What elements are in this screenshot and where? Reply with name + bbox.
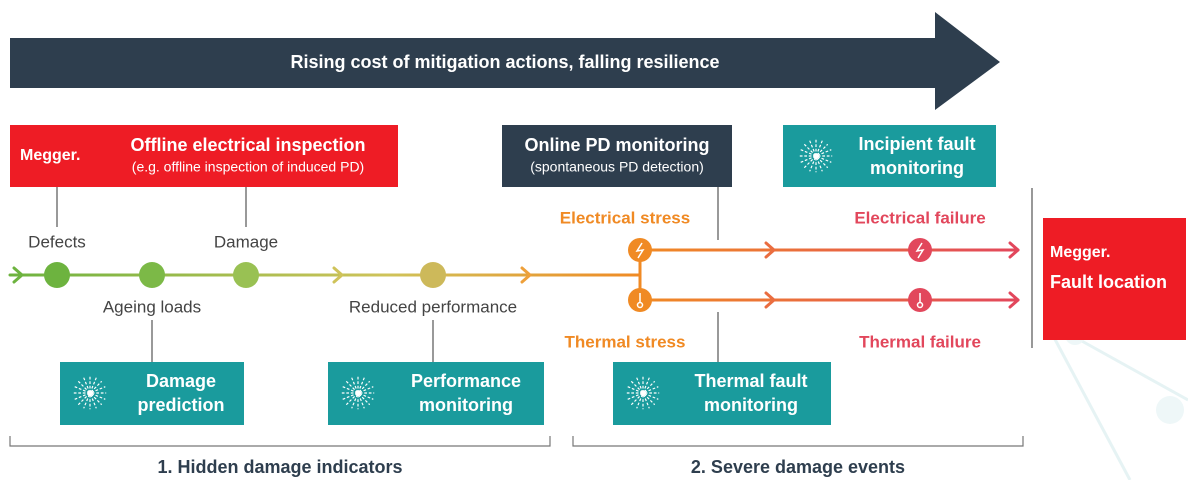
stage-label: Ageing loads <box>103 297 201 316</box>
incipient-line: monitoring <box>870 158 964 178</box>
phase-brackets <box>9 436 1024 447</box>
stage-label: Thermal stress <box>565 332 686 351</box>
monitor-line: monitoring <box>704 395 798 415</box>
incipient-line: Incipient fault <box>859 134 976 154</box>
online-box <box>502 125 732 187</box>
online-title: Online PD monitoring <box>525 135 710 155</box>
monitor-line: Damage <box>146 371 216 391</box>
monitor-box: Damage prediction <box>60 362 244 425</box>
fault-location-box <box>1043 218 1186 340</box>
event-icons <box>635 242 925 309</box>
monitor-line: Performance <box>411 371 521 391</box>
monitor-line: Thermal fault <box>694 371 807 391</box>
stage-label: Electrical failure <box>854 208 985 227</box>
monitor-line: prediction <box>137 395 224 415</box>
brand: Megger. <box>1050 244 1110 261</box>
monitor-box: Thermal fault monitoring <box>613 362 831 425</box>
stage-label: Electrical stress <box>560 208 690 227</box>
offline-title: Offline electrical inspection <box>130 135 365 155</box>
connectors <box>56 187 1033 362</box>
phase-label: 2. Severe damage events <box>691 457 905 477</box>
banner-text: Rising cost of mitigation actions, falli… <box>290 52 719 72</box>
online-subtitle: (spontaneous PD detection) <box>530 159 704 175</box>
offline-subtitle: (e.g. offline inspection of induced PD) <box>132 159 364 175</box>
stage-label: Reduced performance <box>349 297 517 316</box>
phase-label: 1. Hidden damage indicators <box>157 457 402 477</box>
brand: Megger. <box>20 147 80 164</box>
stage-label: Thermal failure <box>859 332 981 351</box>
offline-box <box>10 125 398 187</box>
stage-label: Defects <box>28 232 86 251</box>
monitor-box: Performance monitoring <box>328 362 544 425</box>
fault-location-title: Fault location <box>1050 272 1167 292</box>
stage-label: Damage <box>214 232 278 251</box>
cost-arrow <box>10 12 1000 110</box>
monitor-line: monitoring <box>419 395 513 415</box>
background-decoration <box>1048 325 1188 480</box>
icon <box>799 139 833 173</box>
